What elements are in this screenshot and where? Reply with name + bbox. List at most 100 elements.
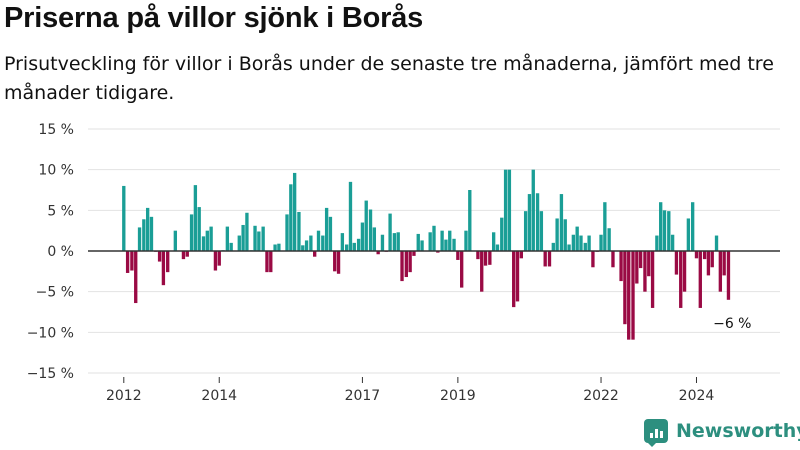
bar — [273, 244, 277, 251]
bar — [643, 251, 647, 292]
bar — [137, 227, 142, 251]
newsworthy-logo-icon — [644, 419, 668, 447]
bar — [559, 194, 564, 251]
bar — [555, 218, 559, 251]
bar — [209, 226, 213, 251]
bar — [348, 181, 353, 251]
bar — [130, 251, 134, 271]
bar — [722, 251, 726, 276]
bar — [607, 228, 611, 251]
bar — [603, 202, 607, 251]
brand-name: Newsworthy — [676, 420, 800, 442]
bar — [145, 207, 150, 251]
bar — [321, 235, 325, 251]
bar — [436, 251, 440, 253]
bar — [694, 251, 699, 259]
bar — [662, 210, 667, 251]
bar — [619, 251, 623, 282]
bar — [352, 242, 356, 251]
bar — [539, 211, 544, 251]
bar — [380, 234, 385, 251]
bar — [428, 232, 432, 251]
bar — [396, 232, 400, 251]
bar — [507, 169, 512, 251]
bar — [420, 240, 424, 251]
bar — [285, 214, 289, 251]
bar — [408, 251, 412, 273]
bar — [464, 230, 468, 251]
bar — [726, 251, 731, 300]
grid-layer — [88, 128, 780, 374]
bar — [682, 251, 687, 292]
bar — [297, 211, 301, 251]
bar — [551, 242, 555, 251]
y-tick-label: 15 % — [38, 122, 74, 138]
bar — [193, 185, 198, 251]
bar — [360, 222, 365, 251]
bar — [245, 212, 249, 251]
y-tick-label: 10 % — [38, 163, 74, 179]
bar — [491, 232, 496, 251]
bar — [611, 251, 615, 268]
bar — [364, 200, 368, 251]
bar — [500, 217, 504, 251]
bar — [547, 251, 552, 267]
x-tick-label: 2022 — [583, 388, 619, 404]
bar — [440, 230, 444, 251]
y-tick-label: −15 % — [27, 366, 74, 382]
bar — [655, 235, 659, 251]
axis-layer: 15 % 10 % 5 % 0 % −5 % −10 % −15 % 2012 2014 2017… — [27, 122, 780, 404]
bar — [503, 169, 508, 251]
bar — [714, 235, 719, 251]
bar — [480, 251, 484, 292]
bar — [333, 251, 337, 272]
bar — [388, 213, 392, 251]
latest-value-annotation: −6 % — [713, 316, 751, 332]
x-tick-label: 2024 — [679, 388, 715, 404]
bar — [261, 226, 265, 251]
bar — [229, 242, 233, 251]
bar — [448, 230, 452, 251]
bar — [241, 224, 245, 251]
x-tick-label: 2019 — [440, 388, 476, 404]
bar — [400, 251, 404, 282]
bar — [527, 194, 532, 251]
bar — [301, 245, 305, 251]
bar-layer — [122, 169, 731, 340]
bar — [638, 251, 643, 269]
bar — [647, 251, 651, 277]
bar — [702, 251, 707, 260]
bar — [468, 190, 472, 251]
bar — [444, 239, 448, 251]
bar — [495, 244, 500, 251]
bar — [376, 251, 380, 255]
bar — [531, 169, 535, 251]
y-tick-label: 5 % — [47, 203, 74, 219]
bar — [122, 185, 126, 251]
bar — [324, 207, 329, 251]
bar — [452, 238, 456, 251]
bar — [587, 235, 591, 251]
bar — [579, 235, 583, 251]
bar — [313, 251, 317, 257]
bar — [225, 226, 230, 251]
bar — [583, 242, 587, 251]
bar — [690, 202, 695, 251]
bar — [623, 251, 627, 325]
bar — [460, 251, 464, 288]
y-tick-label: −10 % — [27, 325, 74, 341]
y-tick-label: 0 % — [47, 244, 74, 260]
bar — [635, 251, 639, 284]
bar — [698, 251, 702, 308]
bar — [197, 207, 201, 251]
bar — [456, 251, 460, 260]
bar — [213, 251, 218, 271]
bar — [185, 251, 189, 257]
bar — [483, 251, 488, 266]
bar — [563, 219, 567, 251]
bar — [201, 236, 206, 251]
bar — [340, 233, 345, 251]
bar — [591, 251, 595, 268]
bar — [535, 193, 540, 251]
